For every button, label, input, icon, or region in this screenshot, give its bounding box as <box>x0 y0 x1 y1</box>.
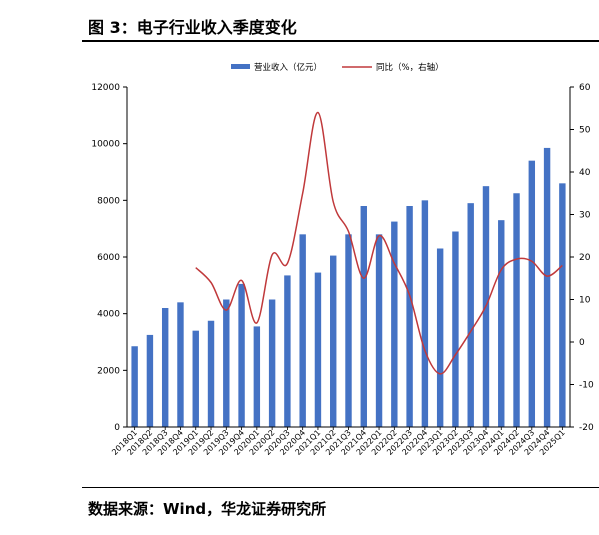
left-axis-tick-label: 8000 <box>97 196 120 206</box>
right-axis-tick-label: 10 <box>579 296 591 306</box>
bar-2024Q2 <box>513 193 520 427</box>
bar-2023Q1 <box>436 248 444 427</box>
bar-2021Q2 <box>330 255 337 427</box>
bar-2020Q2 <box>268 299 276 427</box>
title-rule <box>82 40 599 42</box>
legend-bar-swatch <box>231 64 250 69</box>
right-axis-tick-label: 40 <box>579 168 591 178</box>
chart-legend: 营业收入（亿元） 同比（%，右轴） <box>231 62 444 73</box>
right-axis-tick-label: -10 <box>579 381 594 391</box>
right-y-axis: -20 -10 0 10 20 30 40 50 60 <box>569 83 594 433</box>
bar-2021Q1 <box>314 272 322 427</box>
bar-2019Q4 <box>238 283 245 427</box>
bar-2024Q1 <box>498 220 505 427</box>
figure-title: 图 3：电子行业收入季度变化 <box>88 18 297 37</box>
right-axis-tick-label: 20 <box>579 253 591 263</box>
legend-line-label: 同比（%，右轴） <box>376 62 444 73</box>
bar-2019Q1 <box>192 330 199 427</box>
bar-2021Q4 <box>360 206 367 427</box>
right-axis-tick-label: -20 <box>579 423 594 433</box>
bar-2020Q4 <box>299 234 306 427</box>
x-axis: 2018Q12018Q22018Q32018Q42019Q12019Q22019… <box>110 426 570 457</box>
bar-2019Q3 <box>223 299 230 427</box>
legend-bar-label: 营业收入（亿元） <box>254 62 322 73</box>
bar-2022Q2 <box>391 221 398 427</box>
left-axis-tick-label: 2000 <box>97 366 120 376</box>
left-axis-tick-label: 4000 <box>97 310 120 320</box>
chart-canvas: 营业收入（亿元） 同比（%，右轴） 0 2000 4000 6000 8000 10000… <box>91 62 594 457</box>
bar-2022Q4 <box>421 200 429 427</box>
source-rule <box>82 487 599 488</box>
bar-2018Q1 <box>131 346 138 427</box>
bar-2025Q1 <box>559 183 566 427</box>
right-axis-tick-label: 60 <box>579 83 591 93</box>
bar-2018Q3 <box>161 308 169 427</box>
yoy-growth-line <box>195 111 563 375</box>
right-axis-tick-label: 0 <box>579 338 585 348</box>
left-y-axis: 0 2000 4000 6000 8000 10000 12000 <box>91 83 128 433</box>
bar-2020Q3 <box>284 275 291 427</box>
line-series <box>195 111 563 375</box>
source-note: 数据来源：Wind，华龙证券研究所 <box>88 500 327 518</box>
bar-series <box>131 147 566 427</box>
left-axis-tick-label: 12000 <box>91 83 120 93</box>
bar-2021Q3 <box>345 234 352 427</box>
bar-2020Q1 <box>253 326 261 427</box>
bar-2022Q3 <box>406 206 413 427</box>
bar-2023Q3 <box>467 203 474 427</box>
left-axis-tick-label: 6000 <box>97 253 120 263</box>
left-axis-tick-label: 10000 <box>91 140 120 150</box>
bar-2018Q2 <box>146 334 154 427</box>
right-axis-tick-label: 50 <box>579 126 591 136</box>
bar-2024Q3 <box>528 160 536 427</box>
bar-2022Q1 <box>375 234 383 427</box>
bar-2019Q2 <box>207 320 215 427</box>
bar-2023Q2 <box>452 231 459 427</box>
left-axis-tick-label: 0 <box>114 423 120 433</box>
bar-2024Q4 <box>543 147 551 427</box>
bar-2018Q4 <box>177 302 184 427</box>
right-axis-tick-label: 30 <box>579 211 591 221</box>
